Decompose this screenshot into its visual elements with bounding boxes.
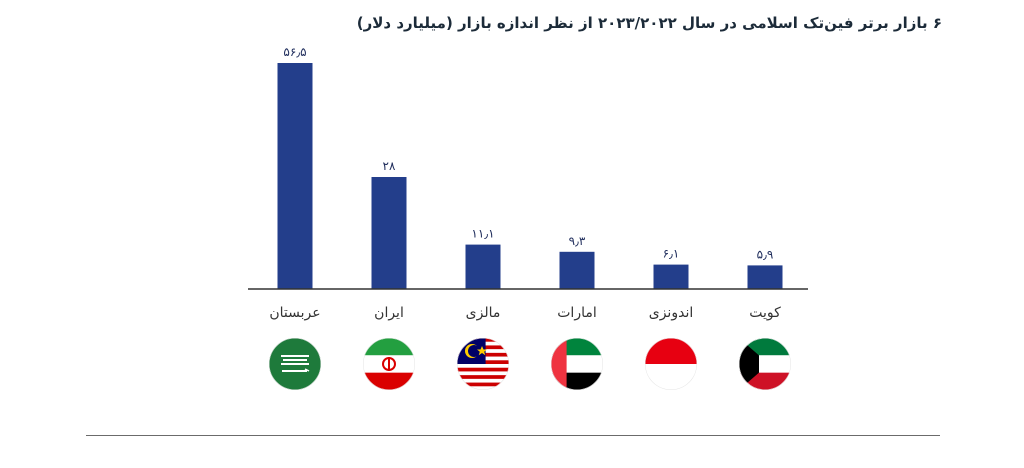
bar-3	[465, 244, 501, 289]
footer-divider	[86, 435, 940, 436]
bar-5	[653, 264, 689, 289]
value-label-4: ۹٫۳	[569, 234, 586, 248]
value-label-6: ۵٫۹	[757, 247, 774, 261]
value-label-2: ۲۸	[383, 159, 396, 173]
category-label-3: مالزی	[466, 305, 501, 321]
category-label-6: کویت	[749, 305, 781, 321]
value-label-3: ۱۱٫۱	[471, 227, 494, 241]
category-label-2: ایران	[374, 305, 404, 321]
uae-flag-icon	[551, 338, 603, 390]
chart-title: ۶ بازار برتر فین‌تک اسلامی در سال ۲۰۲۳/۲…	[356, 14, 942, 32]
value-label-5: ۶٫۱	[663, 247, 680, 261]
category-label-1: عربستان	[269, 305, 320, 321]
value-label-1: ۵۶٫۵	[283, 45, 306, 59]
kuwait-flag-icon	[739, 338, 791, 390]
iran-flag-icon	[363, 338, 415, 390]
indonesia-flag-icon	[645, 338, 697, 390]
bar-4	[559, 251, 595, 289]
bar-2	[371, 177, 407, 289]
category-label-4: امارات	[557, 305, 596, 321]
bar-1	[277, 63, 313, 289]
malaysia-flag-icon	[457, 338, 509, 390]
saudi-arabia-flag-icon	[269, 338, 321, 390]
bar-6	[747, 265, 783, 289]
category-label-5: اندونزی	[649, 305, 693, 321]
